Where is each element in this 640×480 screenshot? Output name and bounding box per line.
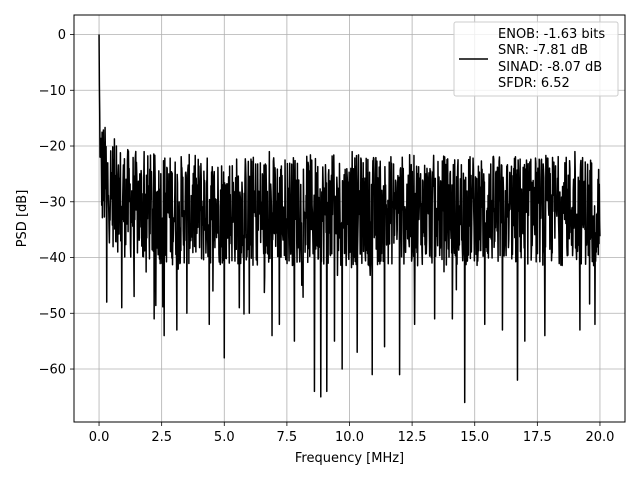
x-axis-label: Frequency [MHz] [295,451,404,466]
y-tick-label: −60 [39,363,66,378]
y-tick-label: −30 [39,195,66,210]
y-axis-label: PSD [dB] [15,190,30,248]
legend-entry-sfdr: SFDR: 6.52 [498,76,570,91]
psd-series-line [98,34,601,404]
x-tick-label: 12.5 [398,430,427,445]
x-tick-label: 17.5 [523,430,552,445]
y-tick-label: −20 [39,140,66,155]
legend: ENOB: -1.63 bits SNR: -7.81 dB SINAD: -8… [453,21,619,97]
y-tick-label: −40 [39,251,66,266]
y-tick-label: −10 [39,84,66,99]
x-tick-label: 0.0 [89,430,110,445]
x-tick-label: 15.0 [460,430,489,445]
x-tick-label: 7.5 [277,430,298,445]
tick-layer: 0.0 2.5 5.0 7.5 10.0 12.5 15.0 17.5 20.0 0 −10 −20 −… [39,28,615,445]
legend-box [453,21,619,97]
plot-layer [98,34,601,404]
x-tick-label: 10.0 [335,430,364,445]
x-tick-label: 20.0 [585,430,614,445]
y-tick-label: −50 [39,307,66,322]
x-tick-label: 5.0 [214,430,235,445]
legend-entry-enob: ENOB: -1.63 bits [498,27,605,42]
y-tick-label: 0 [58,28,66,43]
legend-entry-sinad: SINAD: -8.07 dB [498,60,602,75]
x-tick-label: 2.5 [151,430,172,445]
legend-entry-snr: SNR: -7.81 dB [498,43,588,58]
